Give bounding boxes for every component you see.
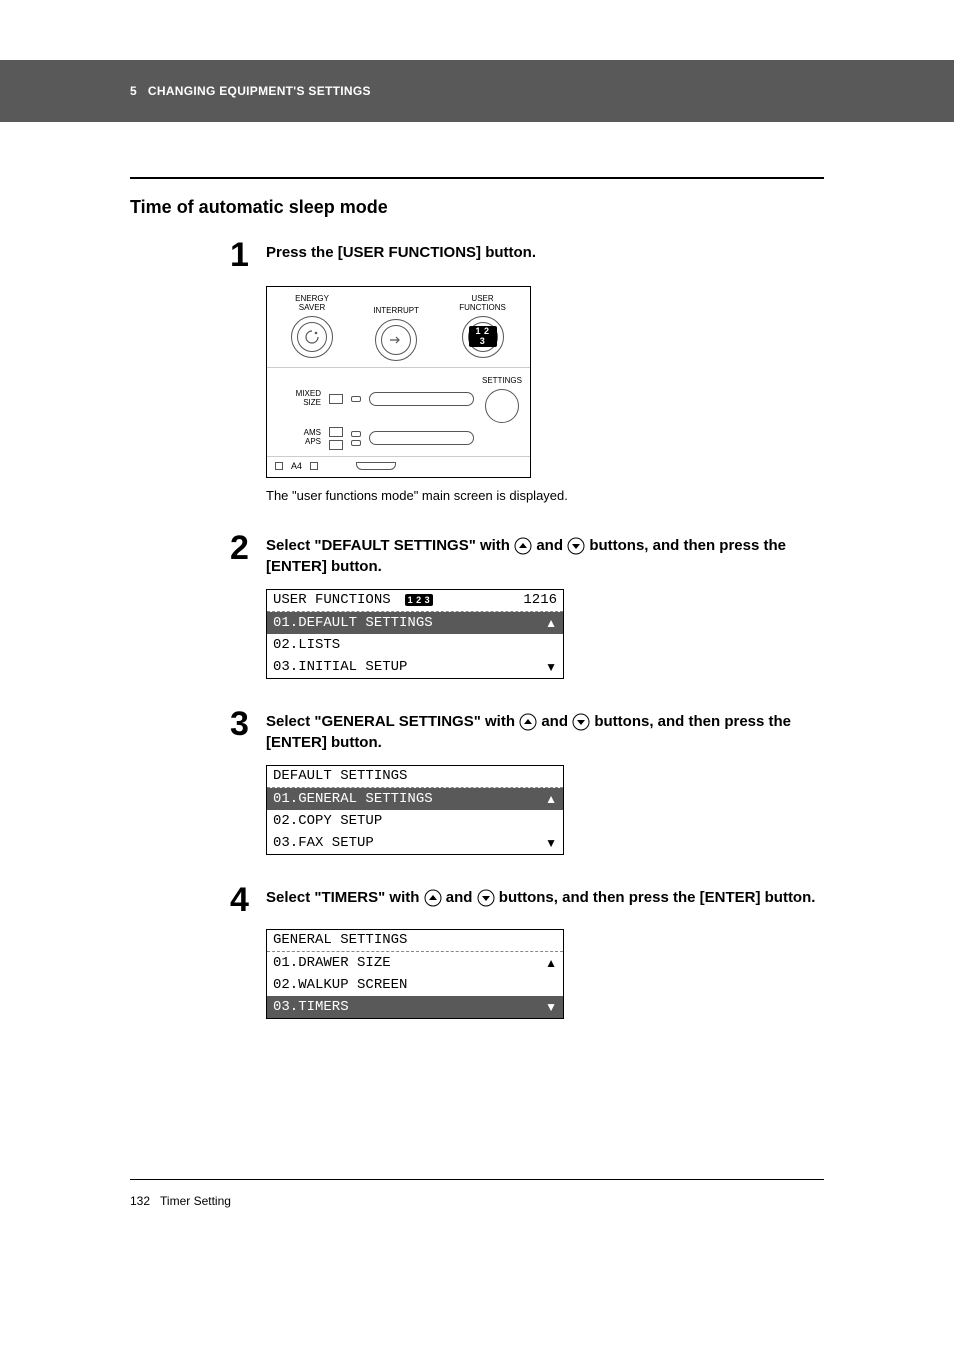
chapter-text: 5 CHANGING EQUIPMENT'S SETTINGS — [130, 84, 371, 98]
paper-indicator — [310, 462, 318, 470]
top-spacer — [0, 0, 954, 60]
lcd3-row2: 02.WALKUP SCREEN — [273, 977, 407, 993]
led-indicator — [351, 431, 361, 437]
lcd1-row2: 02.LISTS — [273, 637, 340, 653]
energy-saver-icon — [304, 329, 320, 345]
aps-icon — [329, 440, 343, 450]
step-2-number: 2 — [230, 531, 266, 565]
footer-label: Timer Setting — [160, 1194, 231, 1208]
lcd3-title: GENERAL SETTINGS — [273, 932, 407, 948]
lcd2-row1: 01.GENERAL SETTINGS — [273, 791, 433, 807]
step-1: 1 Press the [USER FUNCTIONS] button. — [130, 238, 824, 272]
step-3-text: Select "GENERAL SETTINGS" with and butto… — [266, 711, 824, 753]
led-indicator — [351, 396, 361, 402]
user-functions-button: USER FUNCTIONS 1 2 3 — [459, 295, 506, 361]
down-button-icon — [572, 713, 590, 731]
down-arrow-icon: ▼ — [545, 1000, 557, 1014]
lcd1-row3: 03.INITIAL SETUP — [273, 659, 407, 675]
control-panel-illustration: ENERGY SAVER INTERRUPT USER FUNCTIONS 1 … — [266, 286, 531, 478]
lcd3-row1: 01.DRAWER SIZE — [273, 955, 391, 971]
up-button-icon — [519, 713, 537, 731]
energy-saver-button: ENERGY SAVER — [291, 295, 333, 361]
up-arrow-icon: ▲ — [545, 792, 557, 806]
lcd1-row1: 01.DEFAULT SETTINGS — [273, 615, 433, 631]
lcd-screen-1: USER FUNCTIONS 1 2 3 1216 01.DEFAULT SET… — [266, 589, 564, 679]
step-4-number: 4 — [230, 883, 266, 917]
ams-icon — [329, 427, 343, 437]
lcd-screen-3: GENERAL SETTINGS 01.DRAWER SIZE ▲ 02.WAL… — [266, 929, 564, 1019]
page-footer: 132 Timer Setting — [130, 1179, 824, 1208]
mode-pill — [369, 431, 474, 445]
lcd2-title: DEFAULT SETTINGS — [273, 768, 407, 784]
step-4: 4 Select "TIMERS" with and buttons, and … — [130, 883, 824, 917]
paper-indicator — [275, 462, 283, 470]
page-number: 132 — [130, 1194, 150, 1208]
interrupt-icon — [388, 332, 404, 348]
step-1-note: The "user functions mode" main screen is… — [266, 488, 824, 503]
step-1-number: 1 — [230, 238, 266, 272]
lcd1-title: USER FUNCTIONS — [273, 592, 391, 608]
down-button-icon — [567, 537, 585, 555]
up-button-icon — [514, 537, 532, 555]
lcd-screen-2: DEFAULT SETTINGS 01.GENERAL SETTINGS ▲ 0… — [266, 765, 564, 855]
step-4-text: Select "TIMERS" with and buttons, and th… — [266, 887, 824, 908]
lcd3-row3: 03.TIMERS — [273, 999, 349, 1015]
page-content: Time of automatic sleep mode 1 Press the… — [0, 122, 954, 1019]
lcd2-row3: 03.FAX SETUP — [273, 835, 374, 851]
interrupt-button: INTERRUPT — [373, 295, 419, 361]
step-3: 3 Select "GENERAL SETTINGS" with and but… — [130, 707, 824, 753]
up-arrow-icon: ▲ — [545, 956, 557, 970]
up-arrow-icon: ▲ — [545, 616, 557, 630]
lcd1-counter: 1216 — [523, 592, 557, 608]
step-2-text: Select "DEFAULT SETTINGS" with and butto… — [266, 535, 824, 577]
mixed-size-icon — [329, 394, 343, 404]
tray-icon — [356, 462, 396, 470]
led-indicator — [351, 440, 361, 446]
step-1-text: Press the [USER FUNCTIONS] button. — [266, 242, 824, 263]
step-2: 2 Select "DEFAULT SETTINGS" with and but… — [130, 531, 824, 577]
chapter-header: 5 CHANGING EQUIPMENT'S SETTINGS — [0, 60, 954, 122]
down-arrow-icon: ▼ — [545, 660, 557, 674]
lcd1-badge: 1 2 3 — [405, 594, 434, 606]
lcd2-row2: 02.COPY SETUP — [273, 813, 382, 829]
down-button-icon — [477, 889, 495, 907]
section-title: Time of automatic sleep mode — [130, 197, 824, 218]
a4-label: A4 — [291, 461, 302, 471]
num-badge-icon: 1 2 3 — [469, 326, 497, 348]
ams-aps-label: AMSAPS — [275, 429, 321, 447]
section-rule — [130, 177, 824, 179]
mixed-size-label: MIXED SIZE — [275, 390, 321, 408]
down-arrow-icon: ▼ — [545, 836, 557, 850]
step-3-number: 3 — [230, 707, 266, 741]
up-button-icon — [424, 889, 442, 907]
mode-pill — [369, 392, 474, 406]
settings-button: SETTINGS — [482, 376, 522, 423]
